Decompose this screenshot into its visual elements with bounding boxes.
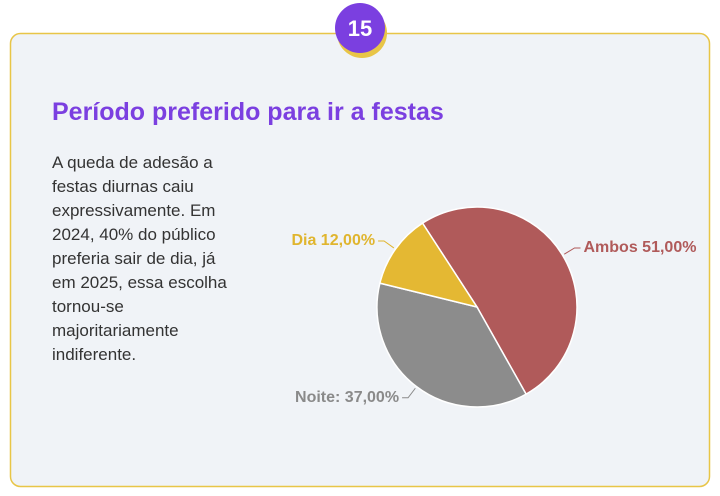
body-line: tornou-se	[52, 297, 124, 316]
leader-line	[378, 240, 395, 249]
badge	[335, 3, 385, 53]
body-text: A queda de adesão a festas diurnas caiu ex…	[52, 153, 227, 364]
slice-label: Dia 12,00%	[291, 232, 375, 249]
body-line: preferia sair de dia, já	[52, 249, 216, 268]
title: Período preferido para ir a festas	[52, 98, 444, 126]
pie-slice	[376, 282, 528, 408]
body-line: indiferente.	[52, 345, 136, 364]
body-line: A queda de adesão a	[52, 153, 213, 172]
body-line: festas diurnas caiu	[52, 177, 194, 196]
pie-chart: Ambos 51,00% Noite: 37,00% Dia 12,00%	[291, 206, 697, 408]
leader-line	[402, 387, 416, 399]
body-line: majoritariamente	[52, 321, 179, 340]
leader-line	[563, 247, 581, 255]
body-line: 2024, 40% do público	[52, 225, 216, 244]
pie-slice	[378, 222, 479, 309]
badge-number: 15	[348, 16, 372, 41]
body-line: em 2025, essa escolha	[52, 273, 227, 292]
slice-label: Ambos 51,00%	[584, 239, 697, 256]
body-line: expressivamente. Em	[52, 201, 215, 220]
pie-slice	[421, 206, 578, 396]
slice-label: Noite: 37,00%	[295, 389, 399, 406]
